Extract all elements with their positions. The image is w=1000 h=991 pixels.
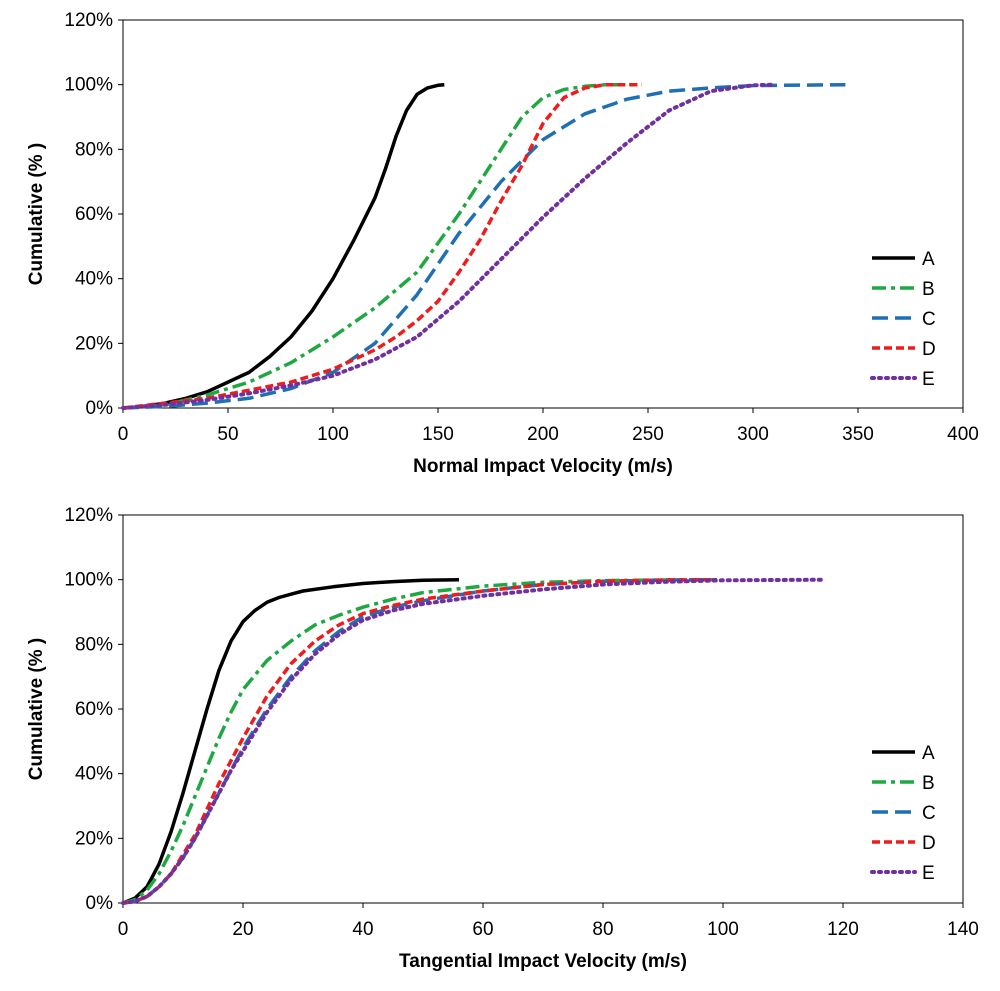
chart-panel-1: 0% 20% 40% 60% 80% 100% 120% 0 50 100 150 200 250 300… xyxy=(26,10,979,477)
series-line-b xyxy=(122,82,638,410)
x-tick-label: 60 xyxy=(472,919,493,940)
x-tick-label: 120 xyxy=(827,919,859,940)
series-line-a xyxy=(122,82,445,410)
series-line-e xyxy=(121,577,827,905)
chart-panel-2: 0% 20% 40% 60% 80% 100% 120% 0 20 40 60 80 100 120 140… xyxy=(26,505,979,972)
series-line-b xyxy=(122,577,718,905)
y-tick-label: 80% xyxy=(75,634,113,655)
legend-label-e: E xyxy=(922,863,935,884)
x-tick-label: 80 xyxy=(592,919,613,940)
x-tick-label: 100 xyxy=(317,424,349,445)
x-tick-label: 400 xyxy=(947,424,979,445)
x-tick-label: 50 xyxy=(217,424,238,445)
legend-label-c: C xyxy=(922,803,936,824)
y-tick-label: 0% xyxy=(86,398,114,419)
x-tick-label: 150 xyxy=(422,424,454,445)
plot-frame xyxy=(122,19,964,409)
legend-label-d: D xyxy=(922,833,936,854)
x-tick-label: 20 xyxy=(232,919,253,940)
y-tick-label: 40% xyxy=(75,764,113,785)
legend-label-b: B xyxy=(922,773,935,794)
y-tick-label: 20% xyxy=(75,333,113,354)
y-axis-title: Cumulative (% ) xyxy=(26,143,47,286)
y-tick-label: 100% xyxy=(64,570,113,591)
series-line-e xyxy=(121,82,776,410)
x-axis-title: Tangential Impact Velocity (m/s) xyxy=(399,951,687,972)
legend-label-e: E xyxy=(922,369,935,390)
y-tick-label: 0% xyxy=(86,893,114,914)
plot-frame xyxy=(122,514,964,904)
y-tick-label: 60% xyxy=(75,699,113,720)
y-tick-label: 60% xyxy=(75,204,113,225)
series-line-c xyxy=(122,82,846,410)
x-tick-label: 40 xyxy=(352,919,373,940)
legend-label-c: C xyxy=(922,309,936,330)
series-line-d xyxy=(122,82,642,410)
y-tick-label: 120% xyxy=(64,10,113,31)
series-line-c xyxy=(122,577,718,905)
x-tick-label: 100 xyxy=(707,919,739,940)
x-tick-label: 250 xyxy=(632,424,664,445)
legend-label-a: A xyxy=(922,743,935,764)
x-tick-label: 0 xyxy=(118,919,129,940)
legend-label-d: D xyxy=(922,339,936,360)
y-tick-label: 100% xyxy=(64,75,113,96)
y-tick-label: 20% xyxy=(75,828,113,849)
x-tick-label: 350 xyxy=(842,424,874,445)
x-axis-title: Normal Impact Velocity (m/s) xyxy=(413,456,673,477)
x-tick-label: 200 xyxy=(527,424,559,445)
y-tick-label: 120% xyxy=(64,505,113,526)
series-line-d xyxy=(122,577,718,905)
y-tick-label: 40% xyxy=(75,269,113,290)
legend-label-b: B xyxy=(922,279,935,300)
x-tick-label: 300 xyxy=(737,424,769,445)
y-tick-label: 80% xyxy=(75,139,113,160)
series-line-a xyxy=(122,577,460,905)
legend-label-a: A xyxy=(922,249,935,270)
x-tick-label: 0 xyxy=(118,424,129,445)
y-axis-title: Cumulative (% ) xyxy=(26,638,47,781)
x-tick-label: 140 xyxy=(947,919,979,940)
